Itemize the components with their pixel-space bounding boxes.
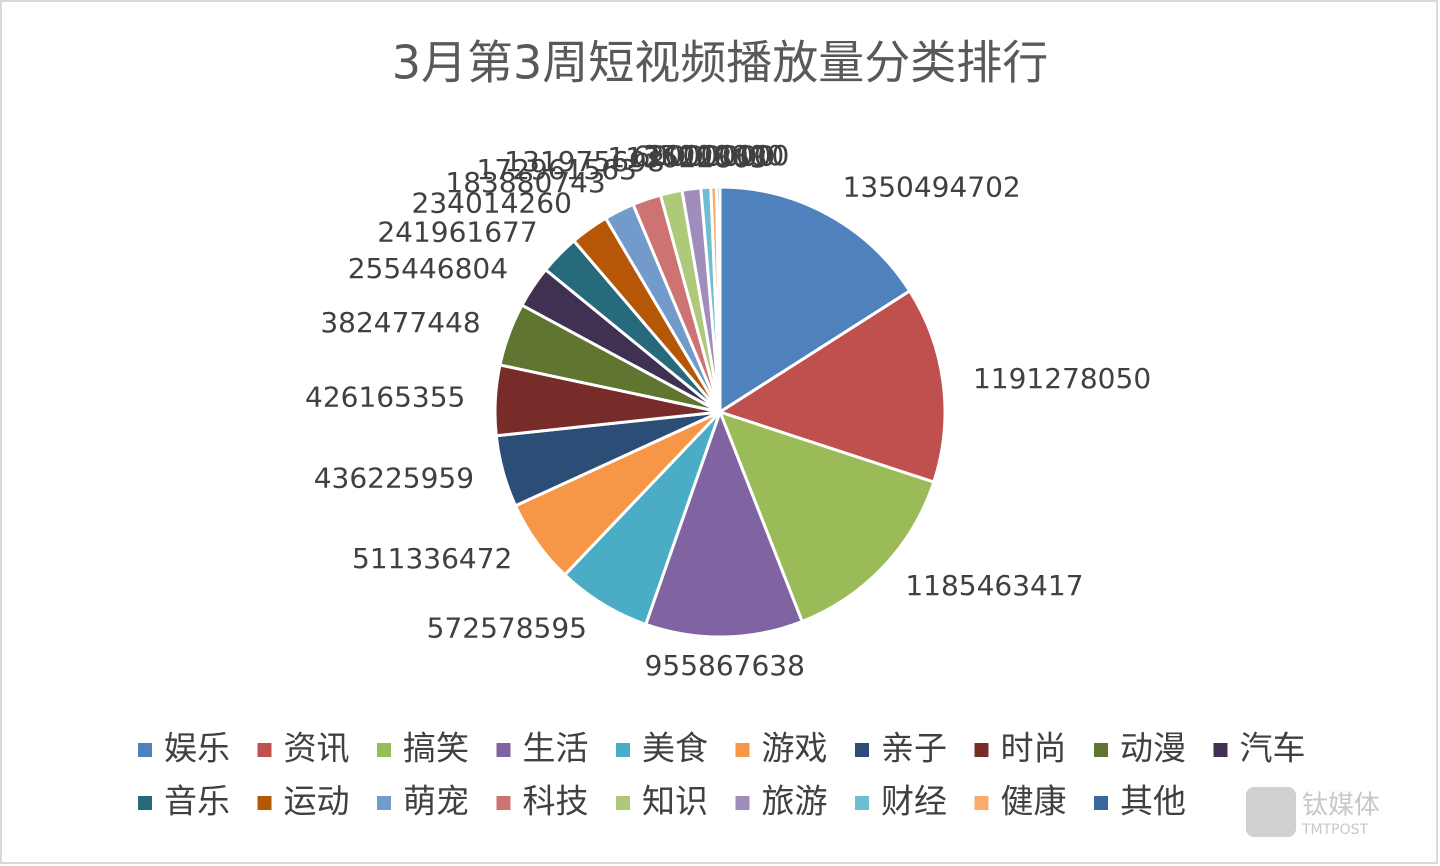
legend-label: 汽车	[1240, 729, 1306, 768]
legend-label: 健康	[1001, 782, 1067, 821]
legend-label: 音乐	[164, 782, 230, 821]
pie-slice	[716, 288, 947, 484]
data-label: 241961677	[377, 216, 537, 249]
data-label: 511336472	[352, 542, 512, 575]
data-label: 172961563	[477, 153, 637, 186]
legend-label: 亲子	[881, 729, 947, 768]
legend-swatch	[1213, 743, 1228, 757]
legend-label: 时尚	[1001, 729, 1067, 768]
data-label: 426165355	[305, 381, 465, 414]
watermark-text: 钛媒体	[1302, 791, 1380, 821]
legend-label: 生活	[523, 729, 589, 768]
legend-swatch	[377, 796, 391, 810]
data-label: 131975698	[504, 145, 664, 178]
data-label: 113622863	[607, 141, 767, 174]
data-label: 60000000	[633, 140, 776, 173]
legend-swatch	[138, 743, 152, 757]
data-label: 436225959	[314, 461, 474, 494]
legend-label: 动漫	[1120, 729, 1186, 768]
data-label: 572578595	[427, 612, 587, 645]
legend-label: 资讯	[284, 729, 350, 768]
legend-label: 搞笑	[403, 729, 469, 768]
legend-swatch	[974, 796, 989, 810]
legend-swatch	[257, 796, 272, 810]
legend-swatch	[616, 796, 630, 810]
legend-label: 游戏	[762, 729, 828, 768]
chart-title: 3月第3周短视频播放量分类排行	[392, 36, 1049, 90]
legend-swatch	[496, 796, 511, 810]
pie-slice	[643, 407, 805, 639]
legend-swatch	[138, 796, 152, 810]
legend-label: 科技	[523, 782, 589, 821]
legend-swatch	[1094, 743, 1108, 757]
legend-swatch	[735, 743, 750, 757]
legend-label: 萌宠	[403, 782, 469, 821]
pie-slice	[717, 409, 936, 624]
legend-label: 其他	[1120, 782, 1186, 821]
pie-slice	[718, 185, 912, 415]
legend-swatch	[855, 743, 869, 757]
data-label: 1191278050	[973, 362, 1151, 395]
data-label: 35000000	[642, 139, 785, 172]
data-label: 255446804	[348, 252, 508, 285]
data-label: 1185463417	[905, 569, 1083, 602]
legend-swatch	[1094, 796, 1108, 810]
legend-label: 运动	[284, 782, 350, 821]
watermark-icon	[1246, 787, 1296, 837]
legend-swatch	[855, 796, 869, 810]
legend-label: 知识	[642, 782, 708, 821]
legend-swatch	[377, 743, 391, 757]
data-label: 1350494702	[843, 170, 1021, 203]
data-label: 382477448	[320, 306, 480, 339]
data-label: 183880743	[445, 166, 605, 199]
legend-swatch	[974, 743, 989, 757]
data-label: 955867638	[645, 649, 805, 682]
legend-swatch	[735, 796, 750, 810]
legend-swatch	[257, 743, 272, 757]
legend-label: 美食	[642, 729, 708, 768]
legend-label: 娱乐	[164, 729, 230, 768]
watermark: 钛媒体 TMTPOST	[1246, 787, 1380, 838]
legend-label: 财经	[881, 782, 947, 821]
legend-swatch	[496, 743, 511, 757]
pie-slice	[715, 185, 722, 413]
data-label: 234014260	[412, 186, 572, 219]
legend-swatch	[616, 743, 630, 757]
legend-label: 旅游	[762, 782, 828, 821]
data-label: 20000000	[647, 139, 790, 172]
watermark-sub: TMTPOST	[1301, 822, 1369, 838]
